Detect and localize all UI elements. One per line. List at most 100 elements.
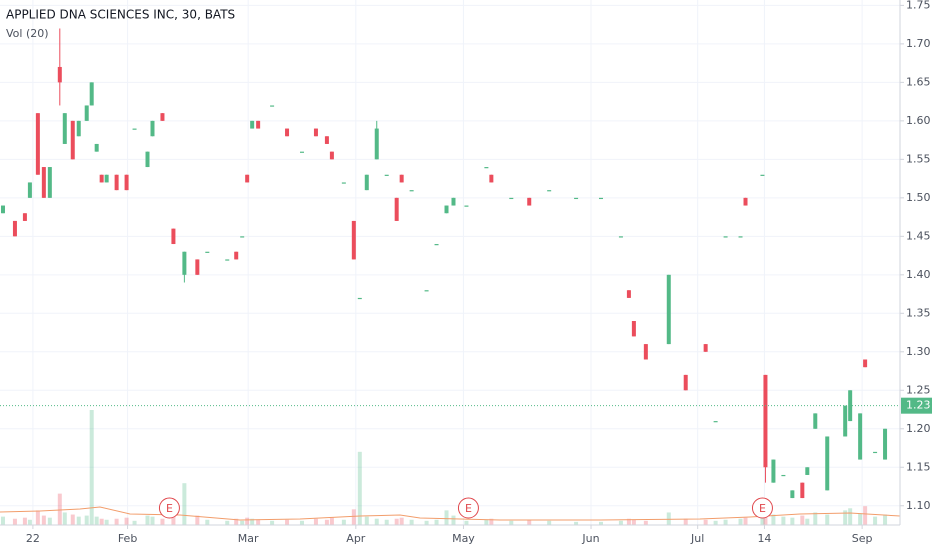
candle-body	[384, 174, 389, 176]
candle-body	[631, 321, 636, 337]
volume-bar	[738, 518, 743, 525]
x-tick-label: Jun	[581, 532, 599, 545]
candle-body	[781, 474, 786, 477]
candle-body	[270, 105, 275, 107]
y-tick-label: 1.50	[906, 191, 931, 204]
candle-body	[451, 197, 456, 206]
volume-bar	[195, 515, 200, 525]
candle-body	[22, 213, 27, 221]
candle-body	[171, 228, 176, 245]
volume-bar	[424, 520, 429, 525]
x-tick-label: 22	[26, 532, 40, 545]
volume-bar	[285, 519, 290, 525]
earnings-marker	[751, 497, 773, 519]
earnings-marker	[158, 497, 180, 519]
x-tick-label: Sep	[852, 532, 873, 545]
candle-body	[873, 451, 878, 454]
volume-bar	[57, 493, 62, 525]
candle-body	[205, 251, 210, 253]
volume-bar	[683, 518, 688, 525]
candle-body	[574, 197, 579, 200]
volume-bar	[805, 518, 810, 525]
y-tick-label: 1.15	[906, 460, 931, 473]
candle-body	[790, 490, 795, 499]
volume-bar	[547, 520, 552, 525]
volume-bar	[666, 512, 671, 525]
candle-body	[70, 120, 75, 160]
volume-bar	[62, 512, 67, 525]
candle-body	[84, 105, 89, 121]
volume-bar	[527, 519, 532, 525]
candle-body	[527, 197, 532, 206]
candle-body	[444, 205, 449, 214]
volume-bar	[464, 520, 469, 525]
candle-body	[41, 167, 46, 198]
candle-body	[62, 113, 67, 144]
candle-body	[643, 344, 648, 360]
last-price-box	[901, 397, 932, 414]
volume-bar	[324, 519, 329, 525]
volume-bar	[489, 518, 494, 525]
volume-bar	[341, 519, 346, 525]
candle-body	[484, 167, 489, 169]
candles	[0, 28, 888, 499]
volume-bar	[234, 518, 239, 525]
volume-bar	[434, 519, 439, 525]
candle-body	[99, 174, 104, 183]
volume-bar	[873, 516, 878, 525]
candle-body	[145, 151, 150, 168]
candle-body	[160, 113, 165, 121]
y-tick-label: 1.60	[906, 114, 931, 127]
candle-body	[374, 128, 379, 160]
volume-bar	[703, 519, 708, 525]
earnings-label: E	[465, 502, 472, 515]
y-tick-label: 1.65	[906, 75, 931, 88]
y-tick-label: 1.20	[906, 422, 931, 435]
volume-bar	[771, 514, 776, 525]
candle-body	[666, 274, 671, 345]
grid	[0, 0, 900, 525]
volume-bar	[41, 515, 46, 525]
volume-bar	[245, 517, 250, 525]
candle-body	[883, 428, 888, 460]
volume-bar	[409, 519, 414, 525]
candle-body	[618, 236, 623, 238]
volume-bar	[626, 518, 631, 525]
candle-body	[626, 290, 631, 298]
volume-bar	[171, 512, 176, 525]
volume-bar	[643, 520, 648, 525]
y-tick-label: 1.70	[906, 37, 931, 50]
volume-bar	[863, 506, 868, 525]
volume-bar	[256, 519, 261, 525]
volume-bar	[723, 519, 728, 525]
volume-bar	[84, 515, 89, 525]
x-tick-label: Jul	[690, 532, 704, 545]
volume-bar	[843, 510, 848, 525]
volume-bar	[598, 521, 603, 525]
candle-body	[843, 405, 848, 437]
volume-bar	[150, 516, 155, 525]
candle-body	[195, 259, 200, 275]
volume-bar	[94, 516, 99, 525]
candle-body	[285, 128, 290, 137]
y-tick-label: 1.35	[906, 306, 931, 319]
candle-body	[703, 344, 708, 352]
volume-bar	[444, 510, 449, 525]
candle-body	[114, 174, 119, 191]
candle-body	[341, 182, 346, 184]
candle-body	[256, 120, 261, 129]
volume-bar	[760, 515, 765, 525]
volume-bar	[364, 516, 369, 525]
y-tick-label: 1.10	[906, 499, 931, 512]
candle-body	[509, 197, 514, 200]
volume-bar	[618, 520, 623, 525]
volume-bar	[76, 516, 81, 525]
volume-bar	[883, 514, 888, 525]
candle-body	[12, 220, 17, 237]
candle-body	[763, 374, 768, 468]
candle-body	[813, 413, 818, 429]
volume-bar	[205, 519, 210, 525]
volume-bar	[89, 410, 94, 525]
volume-bar	[313, 518, 318, 525]
candle-body	[76, 120, 81, 137]
